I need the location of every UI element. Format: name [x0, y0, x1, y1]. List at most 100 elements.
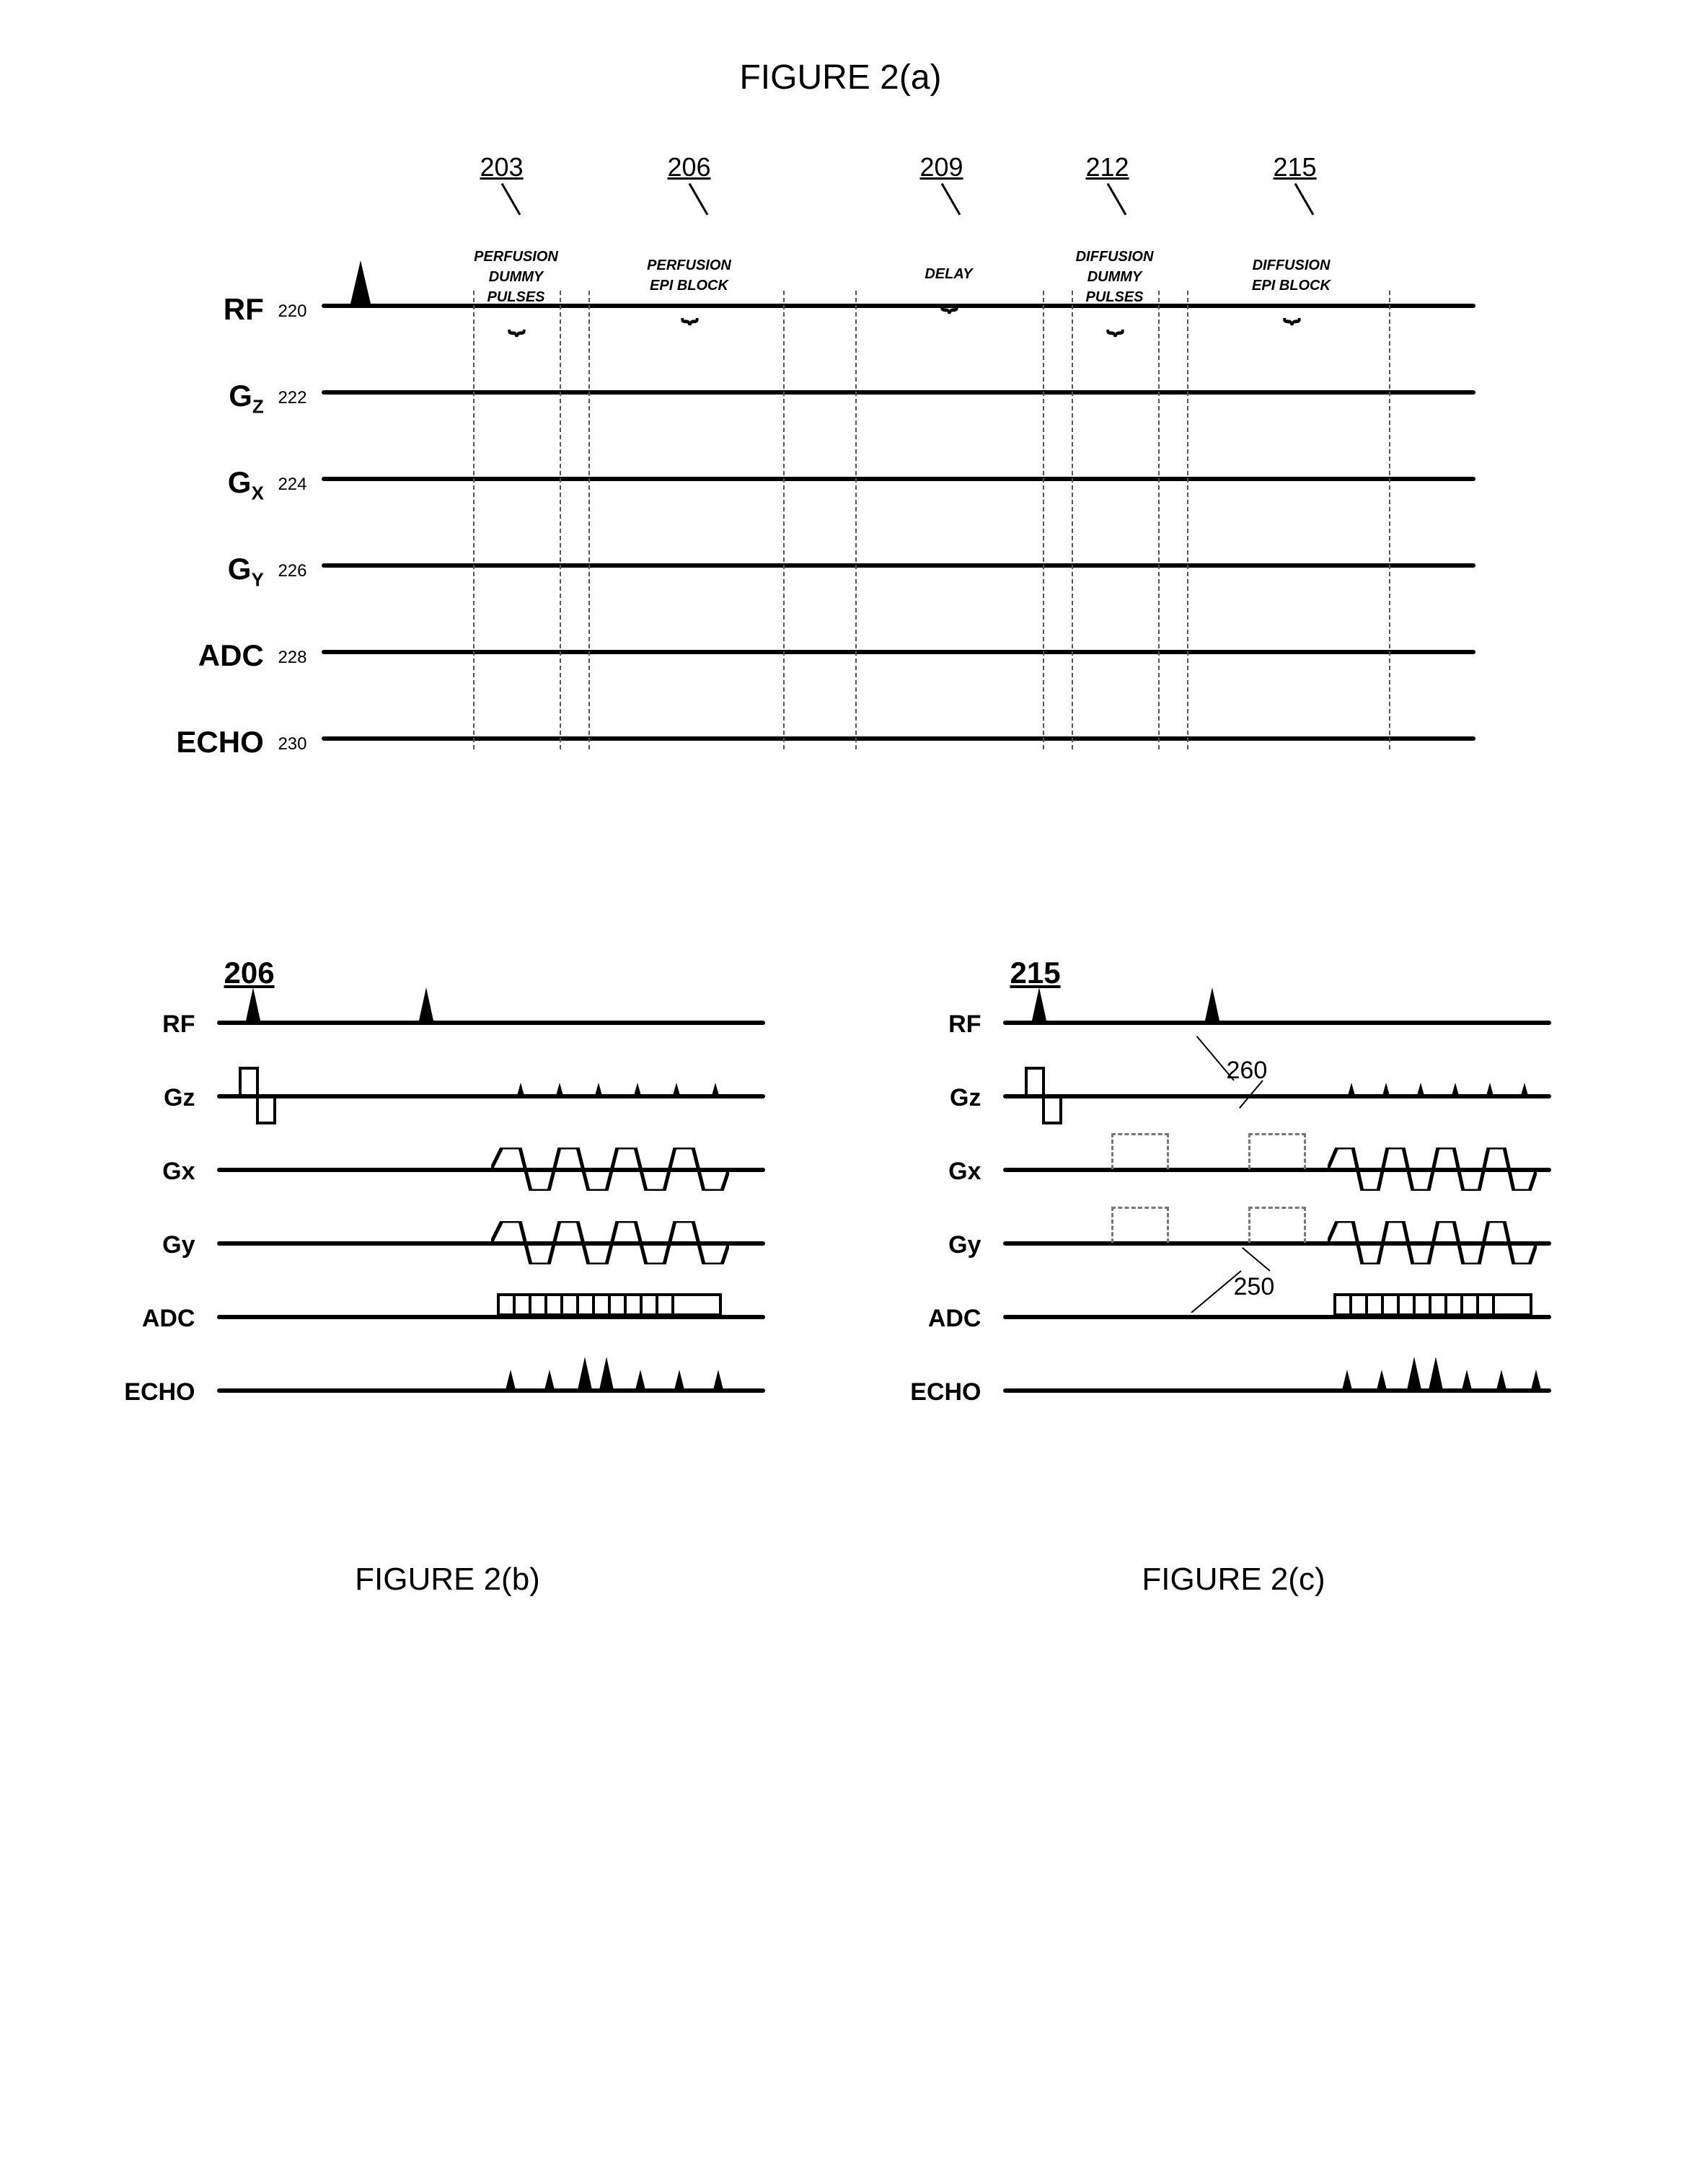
figure-b: 206 RF Gz Gx Gy ADC ECHO: [102, 948, 794, 1598]
sep-3: [588, 291, 590, 749]
row-gx: GX 224: [156, 465, 307, 496]
c-echo-1: [1342, 1370, 1352, 1390]
b-adc-block: [497, 1293, 722, 1316]
b-echo-7: [713, 1370, 723, 1390]
line-gy: [322, 563, 1475, 568]
b-gz-t3: [595, 1083, 602, 1096]
c-rf-90: [1032, 987, 1046, 1021]
row-echo: ECHO 230: [156, 725, 307, 755]
b-gz-t6: [712, 1083, 719, 1096]
b-gz-t5: [673, 1083, 680, 1096]
sub-id-b: 206: [224, 956, 275, 990]
row-echo-c: ECHO: [888, 1378, 981, 1407]
row-adc-c: ADC: [888, 1305, 981, 1334]
row-adc: ADC 228: [156, 638, 307, 669]
figure-c-caption: FIGURE 2(c): [888, 1562, 1580, 1598]
block1-label: PERFUSION DUMMY PULSES ⏟: [466, 246, 567, 325]
row-gy-c: Gy: [888, 1231, 981, 1260]
b-echo-3: [578, 1357, 592, 1390]
b-rf-90: [246, 987, 260, 1021]
row-rf: RF 220: [156, 292, 307, 322]
label-250: 250: [1234, 1273, 1275, 1301]
block1-num: 203: [480, 152, 524, 182]
row-rf-c: RF: [888, 1010, 981, 1039]
c-diff-gy-1: [1111, 1207, 1169, 1243]
lines-a: PERFUSION DUMMY PULSES ⏟ 203 PERFUSION E…: [322, 304, 1475, 823]
line-gx: [322, 477, 1475, 481]
c-diff-gy-2: [1248, 1207, 1306, 1243]
b-gy-wave: [491, 1221, 729, 1261]
line-adc: [322, 650, 1475, 654]
c-line-rf: [1003, 1021, 1551, 1025]
b-echo-2: [544, 1370, 555, 1390]
sep-5: [855, 291, 857, 749]
lines-b: [217, 1021, 765, 1468]
row-labels-c: RF Gz Gx Gy ADC ECHO: [888, 1010, 981, 1407]
row-gx-c: Gx: [888, 1158, 981, 1186]
row-gz-b: Gz: [102, 1084, 195, 1113]
c-gz-t6: [1521, 1083, 1528, 1096]
figure-b-caption: FIGURE 2(b): [102, 1562, 794, 1598]
c-echo-5: [1462, 1370, 1472, 1390]
c-rf-180: [1205, 987, 1219, 1021]
sep-7: [1072, 291, 1073, 749]
b-gz-t4: [634, 1083, 641, 1096]
b-line-gz: [217, 1094, 765, 1098]
c-gz-t3: [1417, 1083, 1424, 1096]
sep-4: [783, 291, 785, 749]
c-gx-wave: [1328, 1148, 1537, 1188]
line-gz: [322, 390, 1475, 395]
b-echo-1: [506, 1370, 516, 1390]
b-echo-4: [599, 1357, 614, 1390]
c-echo-2: [1377, 1370, 1387, 1390]
sub-id-c: 215: [1010, 956, 1061, 990]
c-line-gz: [1003, 1094, 1551, 1098]
figure-c: 215 RF Gz Gx Gy ADC ECHO: [888, 948, 1580, 1598]
row-gz-c: Gz: [888, 1084, 981, 1113]
bottom-row: 206 RF Gz Gx Gy ADC ECHO: [102, 948, 1580, 1598]
sep-6: [1043, 291, 1044, 749]
row-labels-b: RF Gz Gx Gy ADC ECHO: [102, 1010, 195, 1407]
block4-label: DIFFUSION DUMMY PULSES ⏟: [1064, 246, 1165, 325]
b-gx-wave: [491, 1148, 729, 1188]
c-gy-wave: [1328, 1221, 1537, 1261]
c-echo-3: [1407, 1357, 1421, 1390]
sep-9: [1187, 291, 1188, 749]
c-echo-6: [1496, 1370, 1506, 1390]
row-adc-b: ADC: [102, 1305, 195, 1334]
line-echo: [322, 736, 1475, 741]
sep-2: [560, 291, 561, 749]
figure-a: RF 220 GZ 222 GX 224 GY 226 ADC 228 ECHO…: [156, 126, 1526, 862]
b-echo-5: [635, 1370, 645, 1390]
row-gy-b: Gy: [102, 1231, 195, 1260]
block5-num: 215: [1274, 152, 1317, 182]
c-diff-gx-2: [1248, 1133, 1306, 1169]
rf-peak-a: [350, 260, 371, 304]
block3-num: 209: [920, 152, 963, 182]
sep-8: [1158, 291, 1160, 749]
c-gz-t1: [1348, 1083, 1355, 1096]
b-echo-6: [674, 1370, 684, 1390]
b-rf-180: [419, 987, 433, 1021]
sep-1: [473, 291, 475, 749]
b-gz-t2: [556, 1083, 563, 1096]
block3-label: DELAY ⏟: [855, 263, 1043, 302]
c-gz-t5: [1486, 1083, 1494, 1096]
row-labels-a: RF 220 GZ 222 GX 224 GY 226 ADC 228 ECHO…: [156, 292, 307, 755]
row-gy: GY 226: [156, 552, 307, 582]
b-line-rf: [217, 1021, 765, 1025]
row-echo-b: ECHO: [102, 1378, 195, 1407]
c-diff-gx-1: [1111, 1133, 1169, 1169]
block4-num: 212: [1086, 152, 1129, 182]
row-gz: GZ 222: [156, 379, 307, 409]
c-echo-7: [1531, 1370, 1541, 1390]
figure-a-title: FIGURE 2(a): [87, 58, 1594, 97]
lines-c: 260 250: [1003, 1021, 1551, 1468]
c-gz-t4: [1452, 1083, 1459, 1096]
row-rf-b: RF: [102, 1010, 195, 1039]
block2-label: PERFUSION EPI BLOCK ⏟: [596, 255, 783, 314]
sep-10: [1389, 291, 1390, 749]
c-echo-4: [1429, 1357, 1443, 1390]
block5-label: DIFFUSION EPI BLOCK ⏟: [1194, 255, 1389, 314]
row-gx-b: Gx: [102, 1158, 195, 1186]
